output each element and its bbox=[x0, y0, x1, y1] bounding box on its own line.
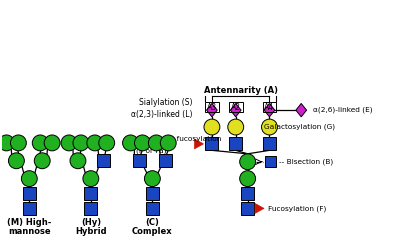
Text: Antennarity (A): Antennarity (A) bbox=[204, 86, 278, 95]
Bar bbox=[146, 202, 159, 215]
Circle shape bbox=[44, 135, 60, 151]
Circle shape bbox=[99, 135, 115, 151]
Bar bbox=[23, 187, 36, 200]
Text: α(2,3)-linked (L): α(2,3)-linked (L) bbox=[130, 110, 192, 119]
Bar bbox=[23, 202, 36, 215]
Text: (F or Fa): (F or Fa) bbox=[136, 148, 166, 154]
Bar bbox=[97, 154, 110, 167]
Bar bbox=[241, 187, 254, 200]
Circle shape bbox=[87, 135, 103, 151]
Bar bbox=[263, 137, 276, 150]
Circle shape bbox=[10, 135, 26, 151]
Text: Galactosylation (G): Galactosylation (G) bbox=[264, 124, 336, 130]
Bar bbox=[265, 156, 276, 167]
Circle shape bbox=[70, 153, 86, 169]
Polygon shape bbox=[230, 104, 241, 117]
Text: A4: A4 bbox=[264, 103, 274, 112]
Circle shape bbox=[8, 153, 24, 169]
Text: Complex: Complex bbox=[132, 227, 173, 236]
Bar bbox=[133, 154, 146, 167]
Text: Fucosylation (F): Fucosylation (F) bbox=[268, 205, 326, 212]
Text: (M) High-: (M) High- bbox=[7, 218, 52, 227]
Text: Sialylation (S): Sialylation (S) bbox=[138, 98, 192, 107]
Polygon shape bbox=[255, 204, 264, 213]
Circle shape bbox=[144, 171, 160, 187]
Circle shape bbox=[0, 135, 14, 151]
Circle shape bbox=[148, 135, 164, 151]
Circle shape bbox=[34, 153, 50, 169]
Text: Hybrid: Hybrid bbox=[75, 227, 107, 236]
Text: A2: A2 bbox=[231, 103, 241, 112]
Bar bbox=[84, 202, 97, 215]
Polygon shape bbox=[206, 104, 217, 117]
Circle shape bbox=[204, 119, 220, 135]
Circle shape bbox=[228, 119, 244, 135]
Text: (Hy): (Hy) bbox=[81, 218, 101, 227]
Circle shape bbox=[73, 135, 89, 151]
Text: α(2,6)-linked (E): α(2,6)-linked (E) bbox=[313, 107, 373, 114]
Polygon shape bbox=[296, 104, 306, 117]
Text: mannose: mannose bbox=[8, 227, 51, 236]
Circle shape bbox=[61, 135, 77, 151]
Bar bbox=[159, 154, 172, 167]
Polygon shape bbox=[264, 104, 275, 117]
Bar bbox=[241, 202, 254, 215]
Circle shape bbox=[21, 171, 37, 187]
Circle shape bbox=[83, 171, 99, 187]
Circle shape bbox=[160, 135, 176, 151]
Circle shape bbox=[240, 154, 256, 170]
Bar bbox=[84, 187, 97, 200]
Bar bbox=[206, 137, 218, 150]
Circle shape bbox=[32, 135, 48, 151]
Text: Antennary fucosylation: Antennary fucosylation bbox=[136, 136, 221, 142]
Text: (C): (C) bbox=[146, 218, 159, 227]
Bar bbox=[229, 137, 242, 150]
Polygon shape bbox=[194, 139, 204, 149]
Circle shape bbox=[134, 135, 150, 151]
Circle shape bbox=[240, 171, 256, 187]
Circle shape bbox=[262, 119, 278, 135]
Text: -- Bisection (B): -- Bisection (B) bbox=[279, 159, 333, 165]
Bar bbox=[146, 187, 159, 200]
Circle shape bbox=[122, 135, 138, 151]
Text: A3: A3 bbox=[207, 103, 217, 112]
